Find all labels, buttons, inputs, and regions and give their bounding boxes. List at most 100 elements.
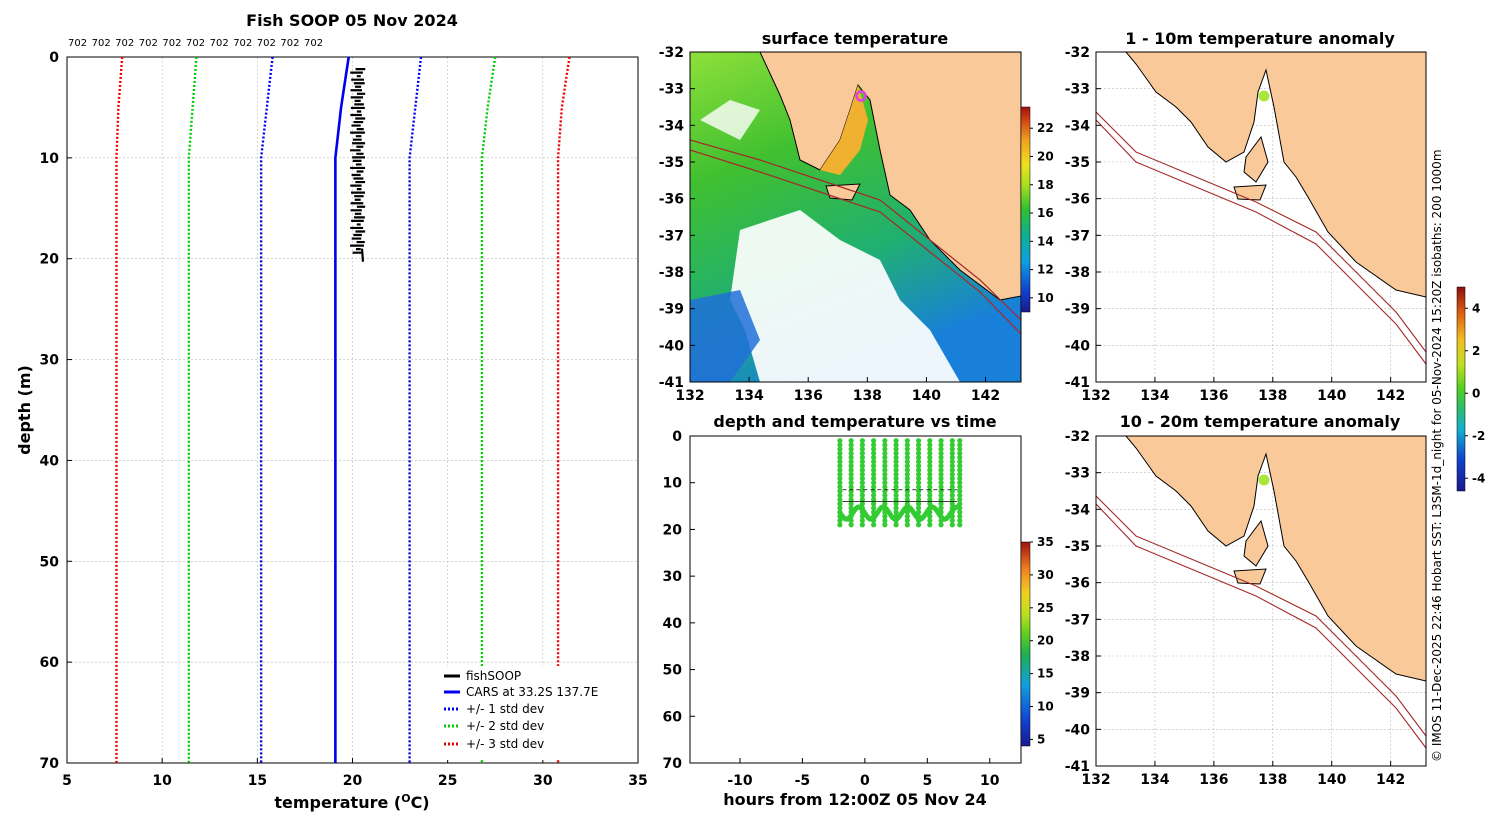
cast-point [882,454,888,461]
lat-tick-label: -37 [659,228,684,244]
cast-point [904,463,910,469]
sst-colorbar [1020,106,1031,313]
vessel-marker [1258,90,1270,102]
cast-point [893,480,899,486]
lat-tick-label: -39 [1065,686,1090,702]
lat-tick-label: -40 [1065,722,1091,738]
cast-point [949,517,955,524]
colorbar-tick-label: 10 [1037,700,1054,714]
cast-point [837,450,843,456]
cast-point [957,463,963,469]
cast-point [837,463,843,469]
lon-tick-label: 138 [1258,388,1287,404]
cast-point [938,492,944,498]
lat-tick-label: -36 [659,192,684,208]
y-tick-label: 10 [663,476,683,492]
cast-point [893,442,899,448]
cast-point [938,475,944,482]
y-tick-label: 0 [49,50,59,66]
lat-tick-label: -38 [1065,265,1090,281]
sst-map [690,52,1021,382]
kangaroo-island [825,183,861,201]
cast-point [893,454,899,461]
cast-point [893,505,899,511]
lon-tick-label: 132 [1081,388,1110,404]
x-tick-label: 35 [628,773,647,789]
cast-point [904,513,910,519]
cast-point [837,480,843,486]
cast-point [949,475,955,482]
cast-point [957,517,963,524]
y-tick-label: 60 [40,655,60,671]
cast-point [957,454,963,461]
cast-point [949,438,955,444]
sst-title: surface temperature [762,29,949,48]
colorbar-tick-label: 16 [1037,206,1054,220]
anomaly-1-10-title: 1 - 10m temperature anomaly [1125,29,1395,48]
cast-point [882,513,888,519]
series--3-std-dev [115,56,124,763]
cast-point [957,480,963,486]
cast-point [882,438,888,444]
cast-point [957,446,963,452]
cast-point [837,438,843,444]
timeseries-points [837,438,963,528]
cast-point [837,442,843,448]
cast-point [848,501,854,507]
cast-point [837,459,843,465]
isobath-1000 [690,149,1021,335]
lon-tick-label: 138 [853,388,882,404]
cast-point [927,496,933,503]
cast-point [957,442,963,448]
lat-tick-label: -36 [1065,576,1090,592]
fishsoop-profile [350,68,366,262]
legend-std1: +/- 1 std dev [466,702,544,716]
cast-point [927,480,933,486]
cast-point [837,492,843,498]
cast-point [882,467,888,473]
warm-gulf [820,85,868,175]
cast-point [871,463,877,469]
y-tick-label: 10 [40,151,60,167]
cast-point [915,467,922,473]
cast-point [927,517,933,524]
kangaroo-island [1233,184,1267,201]
colorbar-tick-label: 12 [1037,263,1054,277]
lat-tick-label: -35 [659,155,684,171]
y-tick-label: 50 [663,663,683,679]
cast-point [837,446,843,452]
track-point [955,504,961,511]
lat-tick-label: -35 [1065,539,1090,555]
serial-label: 702 [92,38,111,49]
cast-point [938,471,944,477]
cast-point [927,438,933,444]
profile-grid [66,56,639,764]
cast-point [927,459,933,465]
cast-point [938,454,944,461]
lon-tick-label: 138 [1258,772,1287,788]
anomaly-10-20-title: 10 - 20m temperature anomaly [1120,412,1401,431]
x-tick-label: -5 [795,773,811,789]
cast-point [893,471,899,477]
serial-label: 702 [233,38,252,49]
series-cars-at-33-2s-137-7e [334,56,350,763]
lon-tick-label: 134 [734,388,763,404]
cast-point [882,484,888,490]
anomaly-colorbar-ticks: -4 -2 0 2 4 [1465,301,1485,485]
cast-point [837,475,843,482]
kangaroo-island [1233,568,1267,585]
cast-point [848,463,854,469]
cast-point [904,438,910,444]
cast-point [871,454,877,461]
serial-label: 702 [115,38,134,49]
lat-tick-label: -37 [1065,612,1090,628]
cast-point [938,450,944,456]
cast-point [871,459,877,465]
anomaly-1-10-map [1095,51,1427,383]
cast-point [938,459,944,465]
serial-label: 702 [162,38,181,49]
cast-point [848,496,854,503]
colorbar-tick-label: 5 [1037,732,1045,746]
lon-tick-label: 132 [675,388,704,404]
